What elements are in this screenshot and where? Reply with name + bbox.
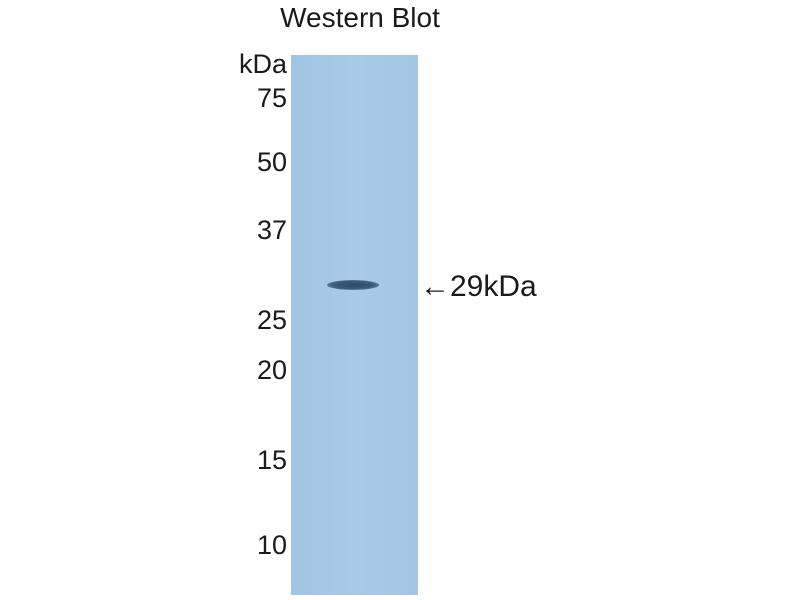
marker-75: 75: [256, 83, 287, 113]
band-size-label: 29kDa: [450, 270, 537, 303]
figure-title: Western Blot: [280, 2, 440, 33]
band-annotation: ←29kDa: [420, 270, 537, 304]
blot-lane: [291, 55, 418, 595]
marker-37: 37: [256, 215, 287, 245]
marker-25: 25: [256, 305, 287, 335]
protein-band: [327, 280, 379, 290]
arrow-left-icon: ←: [420, 270, 450, 303]
marker-15: 15: [256, 445, 287, 475]
marker-20: 20: [256, 355, 287, 385]
unit-label: kDa: [238, 49, 287, 79]
marker-50: 50: [256, 147, 287, 177]
marker-10: 10: [256, 530, 287, 560]
